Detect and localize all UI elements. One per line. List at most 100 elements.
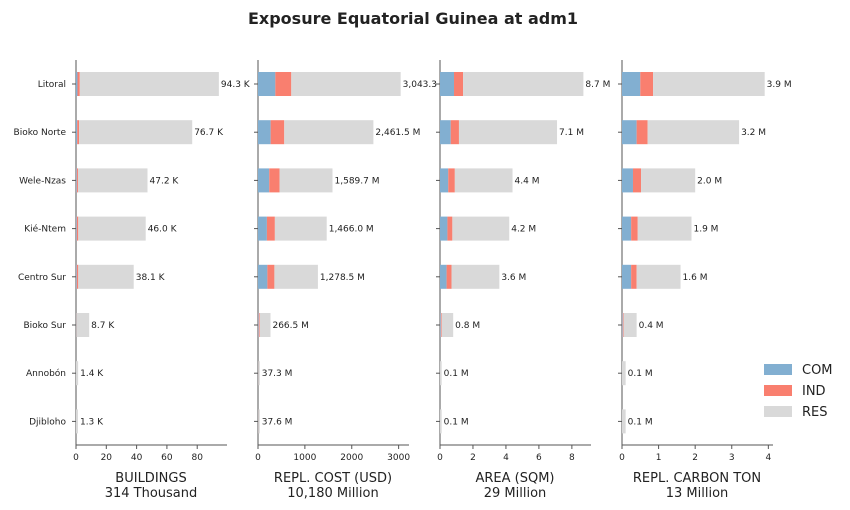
bar-ind [640, 72, 654, 96]
bar-value-label: 3.6 M [501, 273, 526, 283]
region-label: Litoral [38, 80, 66, 90]
legend-label-ind: IND [802, 384, 826, 399]
bar-value-label: 0.1 M [628, 369, 653, 379]
legend-swatch-com [764, 364, 792, 375]
bar-res [440, 409, 442, 434]
x-tick-label: 2 [470, 453, 476, 463]
bar-ind [450, 120, 459, 145]
bar-com [622, 120, 637, 145]
bar-ind [77, 120, 80, 145]
bar-com [76, 264, 77, 289]
bar-value-label: 8.7 M [585, 80, 610, 90]
x-tick-label: 2 [692, 453, 698, 463]
bar-res [463, 72, 584, 96]
bar-value-label: 1.4 K [80, 369, 104, 379]
bar-com [440, 216, 448, 241]
legend-label-com: COM [802, 363, 833, 378]
bar-res [440, 361, 442, 386]
x-tick-label: 3 [729, 453, 735, 463]
bar-value-label: 1.9 M [694, 225, 719, 235]
bar-com [440, 72, 455, 96]
bar-com [258, 120, 271, 145]
bar-res [451, 264, 500, 289]
bar-value-label: 7.1 M [559, 128, 584, 138]
bar-ind [632, 168, 642, 193]
x-tick-label: 6 [536, 453, 542, 463]
bar-value-label: 266.5 M [272, 321, 308, 331]
bar-ind [270, 120, 285, 145]
bar-res [458, 120, 558, 145]
region-label: Bioko Sur [23, 321, 66, 331]
bar-ind [622, 313, 624, 337]
bar-res [441, 313, 454, 337]
bar-ind [266, 216, 275, 241]
bar-res [79, 120, 193, 145]
bar-res [279, 168, 333, 193]
bar-res [641, 168, 696, 193]
bar-value-label: 37.3 M [262, 369, 293, 379]
bar-ind [440, 313, 442, 337]
legend-swatch-ind [764, 385, 792, 396]
bar-value-label: 4.2 M [511, 225, 536, 235]
bar-value-label: 4.4 M [515, 176, 540, 186]
x-tick-label: 40 [131, 453, 143, 463]
bar-res [274, 264, 318, 289]
x-tick-label: 4 [503, 453, 509, 463]
bar-value-label: 1.6 M [683, 273, 708, 283]
bar-value-label: 38.1 K [136, 273, 166, 283]
bar-com [258, 216, 267, 241]
x-axis-total: 29 Million [484, 486, 547, 501]
bar-value-label: 3.2 M [741, 128, 766, 138]
region-label: Djibloho [29, 417, 66, 427]
x-tick-label: 0 [255, 453, 261, 463]
bar-com [258, 313, 259, 337]
x-tick-label: 20 [101, 453, 113, 463]
x-axis-total: 13 Million [666, 486, 729, 501]
bar-value-label: 37.6 M [262, 417, 293, 427]
bar-com [622, 168, 633, 193]
bar-com [440, 313, 441, 337]
legend-label-res: RES [802, 405, 828, 420]
x-tick-label: 3000 [387, 453, 410, 463]
bar-com [258, 264, 268, 289]
bar-com [76, 168, 77, 193]
bar-value-label: 8.7 K [91, 321, 115, 331]
x-tick-label: 8 [569, 453, 575, 463]
x-axis-label: REPL. CARBON TON [633, 471, 761, 486]
bar-ind [447, 216, 453, 241]
bar-value-label: 1,278.5 M [320, 273, 365, 283]
bar-ind [77, 72, 80, 96]
bar-res [76, 409, 78, 434]
x-axis-label: AREA (SQM) [475, 471, 554, 486]
chart-legend: COM IND RES [764, 363, 833, 420]
x-tick-label: 2000 [340, 453, 363, 463]
x-tick-label: 80 [191, 453, 203, 463]
bar-com [76, 216, 77, 241]
x-axis-label: BUILDINGS [115, 471, 186, 486]
bar-res [452, 216, 510, 241]
bar-value-label: 0.1 M [444, 417, 469, 427]
x-tick-label: 0 [437, 453, 443, 463]
bar-value-label: 1.3 K [80, 417, 104, 427]
bar-res [259, 313, 271, 337]
x-tick-label: 0 [73, 453, 79, 463]
region-label: Centro Sur [18, 273, 66, 283]
bar-value-label: 47.2 K [150, 176, 180, 186]
bar-res [79, 72, 219, 96]
bar-res [622, 361, 626, 386]
bar-value-label: 3.9 M [767, 80, 792, 90]
bar-com [258, 168, 270, 193]
bar-res [291, 72, 401, 96]
bar-res [258, 361, 260, 386]
panel-2: 0 2 4 6 8 AREA (SQM)29 Million 8.7 M 7.1 M 4.4 M… [436, 60, 610, 501]
legend-swatch-res [764, 406, 792, 417]
bar-ind [446, 264, 452, 289]
bar-ind [636, 120, 648, 145]
region-label: Wele-Nzas [19, 176, 66, 186]
bar-value-label: 0.1 M [444, 369, 469, 379]
x-tick-label: 60 [161, 453, 173, 463]
region-label: Bioko Norte [14, 128, 67, 138]
bar-ind [258, 313, 260, 337]
chart-title: Exposure Equatorial Guinea at adm1 [248, 9, 578, 28]
